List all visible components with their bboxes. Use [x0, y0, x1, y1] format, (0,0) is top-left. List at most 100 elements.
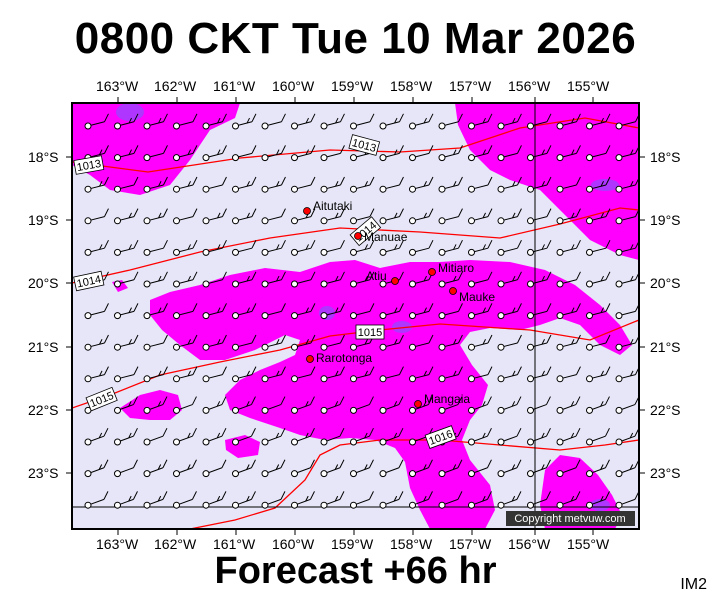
wind-barb — [527, 366, 552, 383]
wind-barb — [497, 396, 522, 414]
wind-barb — [350, 208, 375, 225]
wind-barb — [556, 239, 581, 256]
wind-barb — [291, 303, 316, 320]
isobar-third — [72, 319, 639, 409]
wind-barb — [320, 366, 345, 383]
wind-barb — [173, 491, 197, 509]
wind-barb — [320, 396, 345, 414]
wind-barb — [556, 427, 581, 446]
wind-barb — [261, 113, 286, 130]
place-mitiaro-marker — [428, 268, 436, 276]
forecast-footer: Forecast +66 hr — [214, 550, 497, 592]
isobar-label-1: 1013 — [348, 134, 381, 156]
axis-ticks — [66, 97, 645, 535]
wind-barb — [232, 239, 257, 256]
place-mangaia: Mangaia — [414, 392, 470, 408]
wind-barb — [556, 271, 581, 288]
wind-barb — [497, 334, 522, 351]
wind-barb — [350, 176, 375, 193]
lat-label-right-22s: 22°S — [650, 402, 681, 418]
wind-barb — [350, 271, 375, 288]
wind-barb — [468, 113, 493, 130]
wind-barb — [527, 396, 551, 414]
isobar-label-4: 1014 — [73, 270, 105, 292]
wind-barb — [556, 491, 581, 509]
heavy-rain-layer — [116, 103, 619, 511]
wind-barb — [468, 396, 492, 414]
wind-barb — [232, 208, 257, 225]
lat-label-right-20s: 20°S — [650, 275, 681, 291]
wind-barb — [261, 303, 286, 320]
wind-barb — [468, 208, 493, 225]
place-aitutaki-label: Aitutaki — [313, 199, 352, 213]
wind-barb — [350, 239, 375, 256]
wind-barb — [379, 303, 404, 320]
isobar-second — [72, 207, 639, 284]
place-manuae: Manuae — [354, 230, 408, 244]
place-mauke: Mauke — [449, 287, 495, 304]
wind-barb — [84, 113, 109, 130]
wind-barb — [232, 427, 256, 446]
lon-label-top-155w: 155°W — [567, 78, 610, 94]
wind-barb — [468, 176, 493, 193]
wind-barb — [261, 459, 286, 478]
wind-barb — [497, 208, 522, 225]
wind-barb — [114, 396, 138, 414]
wind-barb — [409, 366, 434, 383]
wind-barb — [261, 366, 286, 383]
wind-barb — [438, 239, 463, 256]
wind-barb — [527, 427, 551, 446]
wind-barb — [202, 459, 227, 478]
wind-barb — [173, 459, 197, 478]
lat-label-left-23s: 23°S — [28, 465, 59, 481]
wind-barb — [350, 366, 375, 383]
lon-label-bottom-157w: 157°W — [449, 536, 492, 552]
lat-label-right-23s: 23°S — [650, 465, 681, 481]
lat-label-right-21s: 21°S — [650, 339, 681, 355]
place-atiu: Atiu — [366, 269, 399, 285]
wind-barb — [114, 208, 139, 225]
wind-barb — [438, 303, 463, 320]
wind-barb — [291, 239, 316, 256]
wind-barb — [320, 334, 345, 351]
wind-barb — [232, 396, 256, 414]
lat-label-right-19s: 19°S — [650, 212, 681, 228]
wind-barb — [556, 113, 581, 130]
place-mitiaro-label: Mitiaro — [438, 261, 474, 275]
lon-label-top-161w: 161°W — [213, 78, 256, 94]
wind-barb — [114, 491, 138, 509]
wind-barb — [232, 366, 257, 383]
wind-barb — [291, 427, 315, 446]
isobar-label-2: 1013 — [73, 155, 105, 175]
wind-barb — [84, 176, 109, 193]
wind-barb — [291, 396, 315, 414]
wind-barb — [320, 427, 345, 446]
wind-barb — [320, 271, 345, 288]
heavy-rain-core-4 — [392, 321, 412, 333]
wind-barb — [379, 427, 404, 446]
wind-barb — [202, 113, 227, 130]
wind-barb — [497, 113, 522, 130]
wind-barb — [497, 239, 522, 256]
wind-barb — [143, 427, 168, 446]
lat-label-left-18s: 18°S — [28, 149, 59, 165]
wind-barb — [438, 271, 463, 288]
wind-barb — [438, 113, 463, 130]
place-mangaia-label: Mangaia — [424, 392, 470, 406]
wind-barb — [202, 271, 227, 288]
wind-barb — [497, 271, 522, 288]
wind-barb — [291, 459, 315, 478]
wind-barb — [261, 208, 286, 225]
wind-barb — [615, 176, 639, 193]
wind-barb — [173, 176, 198, 193]
wind-barb — [84, 366, 109, 383]
wind-barb — [320, 459, 345, 478]
wind-barb — [202, 145, 227, 162]
wind-barb — [320, 176, 345, 193]
wind-barb — [468, 334, 493, 351]
wind-barb — [379, 396, 404, 414]
wind-barb — [438, 176, 463, 193]
wind-barb — [409, 334, 434, 351]
wind-barb — [232, 113, 257, 130]
